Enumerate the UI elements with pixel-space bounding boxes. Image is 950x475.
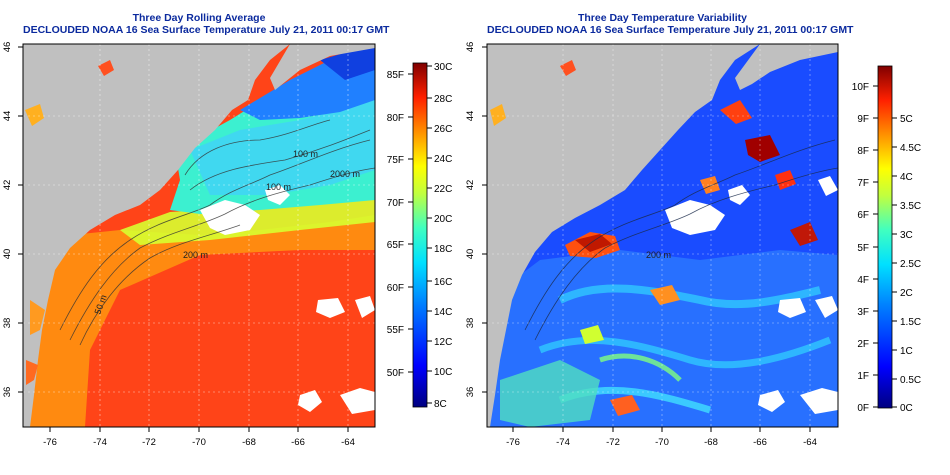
left-contour-label: 100 m xyxy=(293,149,318,159)
left-contour-label: 2000 m xyxy=(330,169,360,179)
right-y-tick: 36 xyxy=(465,387,476,398)
left-colorbar-c-label: 10C xyxy=(434,367,452,378)
left-colorbar-c-label: 18C xyxy=(434,244,452,255)
right-colorbar-c-label: 3C xyxy=(900,230,913,241)
left-y-tick: 46 xyxy=(2,42,13,53)
right-colorbar-c-scale: 5C 4.5C 4C 3.5C 3C 2.5C 2C 1.5C 1C 0.5C … xyxy=(892,114,921,414)
right-colorbar-f-label: 1F xyxy=(857,371,869,382)
left-colorbar-c-label: 30C xyxy=(434,62,452,73)
right-x-axis: -76 -74 -72 -70 -68 -66 -64 xyxy=(506,427,817,448)
left-contour-label: 100 m xyxy=(266,182,291,192)
right-colorbar-c-label: 3.5C xyxy=(900,201,921,212)
right-y-tick: 42 xyxy=(465,180,476,191)
left-x-axis: -76 -74 -72 -70 -68 -66 -64 xyxy=(43,427,355,448)
left-colorbar-f-label: 55F xyxy=(387,325,404,336)
right-title-line2: DECLOUDED NOAA 16 Sea Surface Temperatur… xyxy=(487,24,854,36)
right-colorbar-f-label: 6F xyxy=(857,210,869,221)
left-contour-label: 200 m xyxy=(183,250,208,260)
left-colorbar-c-label: 8C xyxy=(434,399,447,410)
left-title-line1: Three Day Rolling Average xyxy=(132,12,266,24)
right-colorbar-c-label: 1C xyxy=(900,346,913,357)
right-colorbar-f-label: 8F xyxy=(857,146,869,157)
left-colorbar-f-label: 65F xyxy=(387,240,404,251)
right-colorbar-c-label: 2C xyxy=(900,288,913,299)
right-y-tick: 46 xyxy=(465,42,476,53)
left-y-tick: 42 xyxy=(2,180,13,191)
right-colorbar-c-label: 4.5C xyxy=(900,143,921,154)
left-y-tick: 38 xyxy=(2,318,13,329)
right-x-tick: -66 xyxy=(753,437,767,448)
left-x-tick: -72 xyxy=(142,437,156,448)
right-colorbar-c-label: 4C xyxy=(900,172,913,183)
left-colorbar-c-label: 14C xyxy=(434,307,452,318)
left-colorbar-c-label: 22C xyxy=(434,184,452,195)
right-colorbar-c-label: 5C xyxy=(900,114,913,125)
left-x-tick: -66 xyxy=(291,437,305,448)
right-colorbar-c-label: 0.5C xyxy=(900,375,921,386)
left-colorbar-c-label: 28C xyxy=(434,94,452,105)
right-colorbar-f-label: 3F xyxy=(857,307,869,318)
right-colorbar-f-label: 7F xyxy=(857,178,869,189)
right-contour-label: 200 m xyxy=(646,250,671,260)
left-colorbar-f-label: 85F xyxy=(387,70,404,81)
left-map-content xyxy=(23,44,375,427)
left-colorbar-f-label: 80F xyxy=(387,113,404,124)
right-y-tick: 44 xyxy=(465,111,476,122)
right-colorbar-f-label: 10F xyxy=(852,82,869,93)
left-y-axis: 46 44 42 40 38 36 xyxy=(2,42,23,398)
left-y-tick: 44 xyxy=(2,111,13,122)
right-colorbar-c-label: 2.5C xyxy=(900,259,921,270)
right-x-tick: -64 xyxy=(803,437,817,448)
left-colorbar-c-scale: 30C 28C 26C 24C 22C 20C 18C 16C 14C 12C … xyxy=(427,62,452,410)
left-x-tick: -74 xyxy=(93,437,107,448)
right-x-tick: -72 xyxy=(606,437,620,448)
left-x-tick: -64 xyxy=(341,437,355,448)
right-colorbar-c-label: 1.5C xyxy=(900,317,921,328)
left-colorbar-f-label: 50F xyxy=(387,368,404,379)
right-map-content xyxy=(487,44,838,427)
left-y-tick: 36 xyxy=(2,387,13,398)
right-colorbar-f-label: 2F xyxy=(857,339,869,350)
right-x-tick: -70 xyxy=(655,437,669,448)
left-colorbar-c-label: 12C xyxy=(434,337,452,348)
left-x-tick: -70 xyxy=(192,437,206,448)
right-colorbar-f-label: 0F xyxy=(857,403,869,414)
left-colorbar-f-label: 75F xyxy=(387,155,404,166)
left-y-tick: 40 xyxy=(2,249,13,260)
left-colorbar-c-label: 20C xyxy=(434,214,452,225)
left-colorbar-c-label: 26C xyxy=(434,124,452,135)
right-colorbar-f-scale: 10F 9F 8F 7F 6F 5F 4F 3F 2F 1F 0F xyxy=(852,82,878,414)
left-colorbar-c-label: 16C xyxy=(434,277,452,288)
left-colorbar-f-label: 70F xyxy=(387,198,404,209)
right-colorbar-c-label: 0C xyxy=(900,403,913,414)
left-colorbar-f-label: 60F xyxy=(387,283,404,294)
right-y-axis: 46 44 42 40 38 36 xyxy=(465,42,487,398)
left-colorbar xyxy=(412,62,428,408)
left-colorbar-c-label: 24C xyxy=(434,154,452,165)
right-colorbar-f-label: 5F xyxy=(857,243,869,254)
right-x-tick: -68 xyxy=(704,437,718,448)
right-colorbar-f-label: 9F xyxy=(857,114,869,125)
left-title-line2: DECLOUDED NOAA 16 Sea Surface Temperatur… xyxy=(23,24,390,36)
left-colorbar-f-scale: 85F 80F 75F 70F 65F 60F 55F 50F xyxy=(387,70,413,379)
right-x-tick: -74 xyxy=(556,437,570,448)
left-x-tick: -68 xyxy=(242,437,256,448)
right-title-line1: Three Day Temperature Variability xyxy=(577,12,748,24)
right-y-tick: 40 xyxy=(465,249,476,260)
right-colorbar-f-label: 4F xyxy=(857,275,869,286)
left-x-tick: -76 xyxy=(43,437,57,448)
right-x-tick: -76 xyxy=(506,437,520,448)
right-y-tick: 38 xyxy=(465,318,476,329)
right-colorbar xyxy=(877,65,893,409)
